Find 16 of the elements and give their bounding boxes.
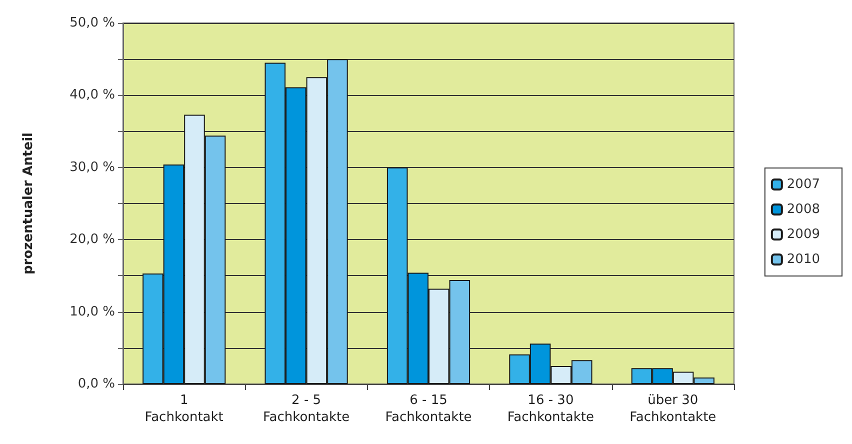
legend-label: 2009 — [786, 227, 820, 242]
y-tick-label: 20,0 % — [70, 232, 115, 248]
x-tick-label: 1 Fachkontakt — [144, 393, 224, 425]
x-tick-label: über 30 Fachkontakte — [630, 393, 716, 425]
y-tick-label: 30,0 % — [70, 160, 115, 175]
legend-label: 2008 — [786, 202, 820, 217]
x-tick-label: 6 - 15 Fachkontakte — [385, 393, 472, 425]
x-tick-label: 2 - 5 Fachkontakte — [263, 393, 350, 425]
y-tick-label: 10,0 % — [70, 304, 115, 320]
legend-label: 2007 — [786, 177, 820, 192]
y-axis-title: prozentualer Anteil — [21, 132, 36, 274]
y-tick-label: 0,0 % — [78, 376, 115, 392]
y-tick-label: 50,0 % — [70, 16, 115, 30]
x-tick-label: 16 - 30 Fachkontakte — [507, 393, 594, 425]
y-tick-label: 40,0 % — [70, 88, 115, 103]
legend-label: 2010 — [786, 252, 820, 267]
